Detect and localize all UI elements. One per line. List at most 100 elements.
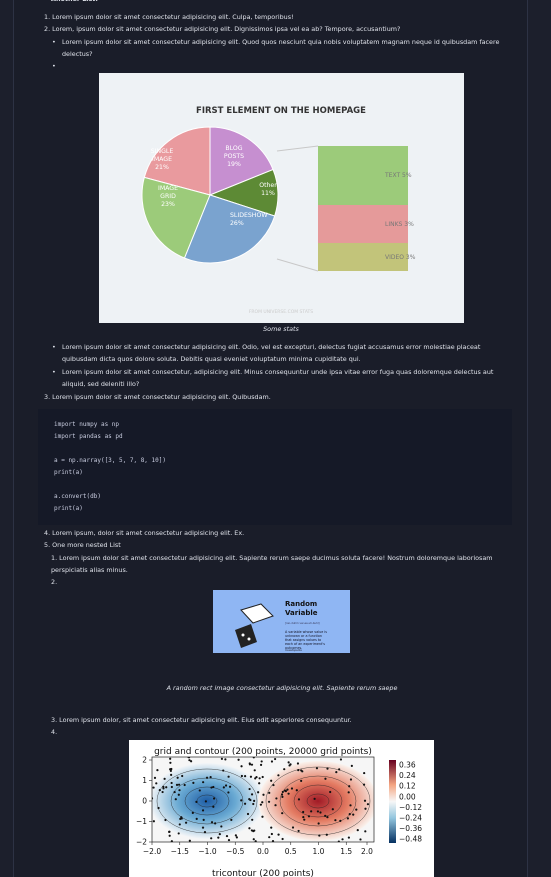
sample-point xyxy=(243,802,247,805)
sample-point xyxy=(317,822,320,825)
code-line: a.convert(db) xyxy=(54,493,101,500)
slice-label: IMAGE xyxy=(152,156,172,163)
slice-label: Other xyxy=(259,182,277,189)
bar-label: TEXT 5% xyxy=(384,172,412,179)
code-line: print(a) xyxy=(54,505,83,512)
sample-point xyxy=(178,789,181,792)
sample-point xyxy=(300,779,303,782)
sample-point xyxy=(176,776,179,779)
colorbar-label: 0.00 xyxy=(399,792,416,801)
bullet xyxy=(52,61,72,73)
sample-point xyxy=(248,827,251,830)
sample-point xyxy=(325,833,328,836)
sample-point xyxy=(192,781,195,784)
sample-point xyxy=(324,814,327,818)
sample-point xyxy=(287,792,290,795)
sample-point xyxy=(280,793,284,796)
list-item: 1. Lorem ipsum dolor sit amet consectetu… xyxy=(44,13,294,21)
sample-point xyxy=(227,838,231,842)
sample-point xyxy=(252,802,255,806)
slice-label: SLIDESHOW xyxy=(230,212,267,219)
pie-slice xyxy=(143,126,211,196)
bullet: Lorem ipsum dolor sit amet consectetur a… xyxy=(52,37,502,60)
sample-point xyxy=(261,815,264,818)
nested-item: 4. xyxy=(51,728,58,736)
sample-point xyxy=(158,788,161,792)
sample-point xyxy=(319,811,322,814)
sample-point xyxy=(153,776,157,779)
sample-point xyxy=(364,807,367,810)
sample-point xyxy=(251,818,254,821)
sample-point xyxy=(363,771,366,775)
sample-point xyxy=(283,789,287,792)
sample-point xyxy=(170,785,173,789)
sample-point xyxy=(268,836,271,839)
sample-point xyxy=(240,774,243,778)
sample-point xyxy=(210,821,214,824)
sample-point xyxy=(272,783,275,787)
sample-point xyxy=(156,769,159,772)
sample-point xyxy=(339,819,342,822)
slice-label: BLOG xyxy=(225,145,242,152)
sample-point xyxy=(324,777,327,780)
sample-point xyxy=(349,778,353,781)
sample-point xyxy=(363,799,367,802)
sample-point xyxy=(270,760,274,763)
sample-point xyxy=(254,840,257,842)
sample-point xyxy=(170,773,173,776)
x-tick-label: 1.0 xyxy=(313,847,325,856)
colorbar-label: −0.24 xyxy=(399,814,422,823)
definition: A variable whose value is unknown or a f… xyxy=(285,630,327,650)
sample-point xyxy=(220,757,224,760)
sample-point xyxy=(315,767,319,770)
sample-point xyxy=(253,829,256,832)
sample-point xyxy=(355,808,358,811)
sample-point xyxy=(230,818,233,821)
sample-point xyxy=(331,808,334,811)
sample-point xyxy=(161,790,164,794)
sample-point xyxy=(201,826,205,829)
sample-point xyxy=(253,799,256,803)
sample-point xyxy=(346,817,350,820)
sample-point xyxy=(191,811,194,814)
sample-point xyxy=(270,826,273,829)
sample-point xyxy=(250,793,254,796)
sample-point xyxy=(260,760,263,763)
sample-point xyxy=(347,836,350,839)
sample-point xyxy=(203,831,207,834)
sample-point xyxy=(224,758,227,761)
sample-point xyxy=(364,830,367,833)
x-tick-label: −0.5 xyxy=(226,847,244,856)
sample-point xyxy=(303,818,306,821)
slice-label: 11% xyxy=(261,190,275,197)
sample-point xyxy=(198,789,201,792)
sample-point xyxy=(352,813,355,816)
sample-point xyxy=(237,758,240,761)
sample-point xyxy=(250,763,254,766)
sample-point xyxy=(181,774,184,778)
sample-point xyxy=(349,804,352,807)
slice-label: POSTS xyxy=(224,153,244,160)
sample-point xyxy=(178,823,181,826)
sample-point xyxy=(217,836,220,839)
sample-point xyxy=(326,816,329,819)
nested-item: 2. xyxy=(51,578,58,586)
sample-point xyxy=(248,787,251,791)
sample-point xyxy=(250,829,253,832)
sample-point xyxy=(164,818,167,822)
sample-point xyxy=(235,836,238,839)
y-tick-label: −1 xyxy=(136,817,147,826)
slice-label: GRID xyxy=(160,193,176,200)
plot-title: tricontour (200 points) xyxy=(212,869,314,877)
pie-slice xyxy=(141,176,211,259)
sample-point xyxy=(202,781,205,784)
sample-point xyxy=(334,819,337,822)
sample-point xyxy=(210,786,213,789)
list-item: 5. One more nested List xyxy=(44,541,121,549)
figure-stats: FIRST ELEMENT ON THE HOMEPAGE SINGLEIMAG… xyxy=(99,73,464,323)
sample-point xyxy=(195,817,198,820)
y-tick-label: 0 xyxy=(142,797,147,806)
x-tick-label: 2.0 xyxy=(361,847,373,856)
sample-point xyxy=(212,805,215,808)
